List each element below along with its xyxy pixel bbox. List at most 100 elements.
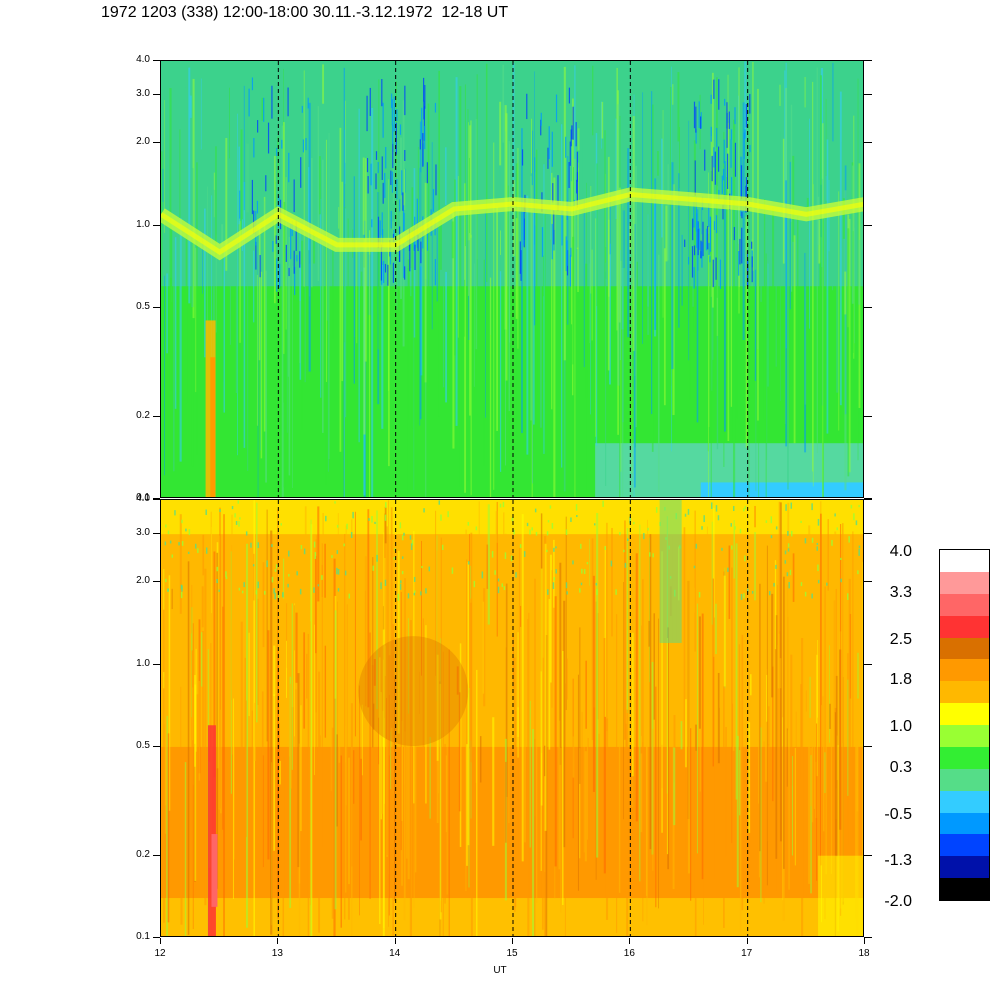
top-striation (243, 181, 246, 448)
bottom-speckle (334, 501, 336, 504)
bottom-speckle (751, 590, 754, 594)
top-striation (831, 158, 834, 291)
bottom-striation (515, 711, 517, 908)
top-striation (202, 232, 203, 294)
bottom-speckle (331, 555, 333, 558)
bottom-speckle (274, 569, 277, 572)
bottom-striation (397, 550, 400, 734)
top-striation (589, 263, 591, 344)
colorbar-label: 0.3 (889, 758, 912, 776)
bottom-striation (758, 540, 760, 804)
bottom-speckle (255, 590, 258, 595)
top-striation (356, 239, 358, 344)
top-striation (344, 206, 346, 343)
bottom-speckle (552, 582, 555, 590)
bottom-speckle (503, 586, 506, 591)
bottom-striation (694, 724, 697, 936)
bottom-striation (647, 519, 648, 616)
top-striation (439, 215, 442, 270)
top-blue-streak (710, 126, 712, 142)
bottom-speckle (299, 588, 302, 595)
top-striation (283, 201, 286, 488)
top-blue-streak (699, 116, 702, 129)
top-blue-streak (288, 152, 290, 183)
bottom-striation (220, 709, 222, 814)
bottom-striation (469, 533, 470, 749)
top-striation (574, 158, 576, 497)
top-blue-streak (381, 79, 383, 107)
bottom-striation (304, 506, 307, 655)
top-striation (425, 279, 427, 497)
bottom-speckle (169, 540, 172, 544)
top-striation (832, 62, 834, 142)
top-blue-streak (719, 259, 722, 289)
bottom-speckle (420, 591, 422, 596)
top-blue-streak (294, 266, 296, 296)
y-tick-label: 0.1 (136, 931, 150, 942)
top-striation (222, 251, 224, 382)
bottom-speckle (376, 554, 378, 562)
bottom-striation (300, 705, 302, 832)
colorbar-segment (940, 703, 989, 726)
top-striation (445, 147, 447, 205)
bottom-speckle (647, 527, 649, 531)
top-striation (207, 186, 208, 342)
bottom-speckle (546, 531, 549, 536)
bottom-speckle (519, 544, 522, 548)
top-blue-streak (366, 95, 368, 132)
bottom-striation (318, 671, 321, 933)
top-blue-streak (263, 97, 265, 122)
bottom-striation (390, 507, 393, 728)
top-blue-streak (576, 172, 579, 208)
bottom-speckle (174, 510, 176, 516)
y-tick-label: 2.0 (136, 575, 150, 587)
top-striation (619, 250, 621, 361)
top-striation (476, 74, 478, 415)
top-striation (726, 177, 728, 379)
top-striation (459, 86, 462, 488)
bottom-speckle (384, 514, 387, 521)
bottom-striation (672, 536, 675, 890)
bottom-speckle (790, 502, 793, 509)
bottom-striation (371, 665, 374, 883)
bottom-speckle (165, 524, 167, 528)
colorbar-segment (940, 550, 989, 573)
bottom-striation (735, 543, 738, 800)
bottom-speckle (467, 521, 470, 526)
top-striation (281, 125, 284, 497)
bottom-speckle (348, 593, 351, 599)
top-blue-streak (700, 240, 702, 259)
top-striation (816, 67, 818, 454)
bottom-striation (231, 619, 233, 690)
bottom-striation (330, 539, 332, 792)
bottom-speckle (649, 552, 651, 557)
top-striation (310, 157, 313, 288)
bottom-striation (771, 593, 774, 698)
bottom-speckle (400, 580, 402, 584)
top-blue-streak (305, 138, 307, 151)
y-tick-mark-left (153, 94, 160, 96)
bottom-striation (466, 744, 468, 866)
top-striation (200, 78, 202, 150)
top-striation (767, 263, 769, 387)
bottom-striation (642, 579, 644, 820)
x-tick-label: 17 (741, 948, 753, 959)
top-blue-streak (715, 215, 718, 234)
bottom-striation (194, 684, 197, 881)
bottom-speckle (549, 505, 552, 509)
top-blue-streak (572, 106, 574, 140)
colorbar-segment (940, 746, 989, 770)
bottom-striation (386, 697, 387, 739)
bottom-striation (508, 658, 510, 824)
bottom-striation (354, 511, 356, 737)
bottom-striation (344, 533, 346, 920)
bottom-striation (847, 679, 849, 796)
bottom-speckle (266, 560, 268, 568)
top-striation (844, 271, 847, 315)
bottom-striation (551, 570, 553, 708)
top-striation (484, 210, 486, 418)
top-blue-streak (287, 87, 289, 117)
top-striation (854, 227, 855, 344)
bottom-striation (652, 729, 654, 871)
bottom-striation (298, 743, 301, 936)
